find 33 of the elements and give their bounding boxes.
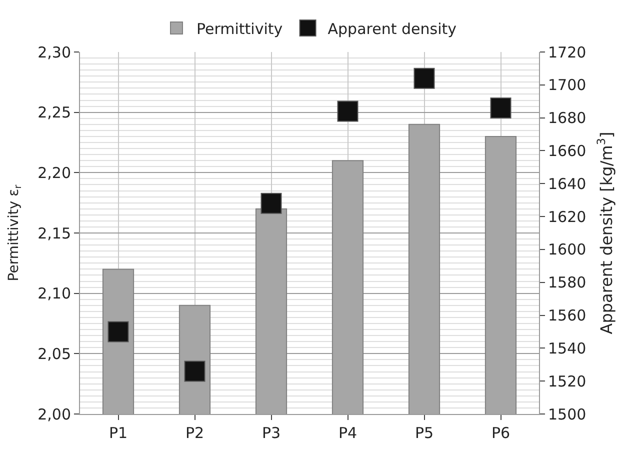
- y-tick-label: 2,25: [38, 104, 71, 122]
- y2-tick-label: 1540: [548, 339, 586, 358]
- y2-tick-label: 1520: [548, 372, 586, 390]
- y2-tick-label: 1680: [548, 109, 586, 128]
- point: [108, 321, 129, 342]
- y-tick-label: 2,00: [38, 405, 71, 424]
- point: [414, 68, 435, 89]
- y2-tick-label: 1660: [548, 142, 586, 160]
- y2-tick-label: 1500: [548, 405, 586, 424]
- point: [337, 100, 358, 122]
- point: [490, 97, 512, 118]
- y2-tick-label: 1640: [548, 174, 586, 193]
- y2-tick-label: 1620: [548, 208, 586, 226]
- y2-tick-label: 1700: [548, 76, 586, 94]
- x-tick-label: P5: [414, 424, 434, 442]
- x-tick-label: P6: [491, 424, 510, 442]
- y-tick-label: 2,05: [38, 344, 71, 363]
- y2-tick-label: 1720: [548, 43, 586, 62]
- y-tick-label: 2,10: [38, 284, 71, 303]
- y2-tick-label: 1600: [548, 240, 586, 259]
- x-tick-label: P2: [185, 424, 204, 442]
- legend-label: Apparent density: [328, 20, 457, 38]
- y2-tick-label: 1580: [548, 274, 586, 292]
- point: [184, 360, 206, 382]
- point: [260, 192, 282, 214]
- y-tick-label: 2,30: [38, 43, 71, 62]
- x-tick-label: P3: [262, 424, 281, 442]
- y-tick-label: 2,15: [38, 224, 71, 242]
- legend-label: Permittivity: [196, 20, 283, 38]
- y2-tick-label: 1560: [548, 306, 586, 325]
- x-tick-label: P1: [108, 424, 128, 442]
- x-tick-label: P4: [338, 424, 358, 442]
- y-tick-label: 2,20: [38, 164, 71, 182]
